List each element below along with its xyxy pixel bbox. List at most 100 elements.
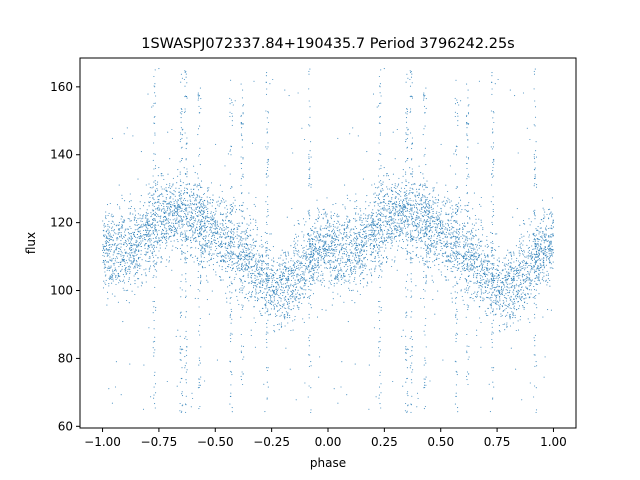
data-point bbox=[103, 280, 105, 282]
data-point bbox=[117, 238, 119, 240]
data-point bbox=[162, 230, 165, 232]
data-point bbox=[119, 248, 121, 250]
data-point bbox=[522, 240, 524, 242]
data-point bbox=[383, 175, 385, 177]
data-point bbox=[238, 235, 240, 237]
data-point bbox=[381, 263, 383, 265]
data-point bbox=[534, 297, 536, 299]
data-point bbox=[513, 271, 515, 273]
data-point bbox=[147, 234, 149, 236]
data-point bbox=[467, 243, 469, 245]
data-point bbox=[311, 256, 313, 258]
data-point bbox=[473, 253, 475, 255]
data-point bbox=[491, 267, 493, 269]
data-point bbox=[380, 224, 382, 226]
data-point bbox=[429, 207, 431, 209]
data-point bbox=[139, 256, 141, 258]
data-point bbox=[386, 186, 388, 188]
data-point bbox=[194, 200, 196, 202]
data-point bbox=[338, 252, 341, 254]
data-point bbox=[128, 233, 130, 235]
data-point bbox=[224, 246, 226, 248]
data-point bbox=[378, 256, 380, 258]
data-point bbox=[471, 229, 473, 231]
data-point bbox=[303, 273, 305, 275]
data-point bbox=[369, 237, 371, 239]
data-point bbox=[131, 252, 133, 254]
data-point bbox=[379, 224, 382, 226]
data-point bbox=[353, 280, 355, 283]
data-point bbox=[452, 227, 454, 229]
data-point bbox=[148, 246, 150, 248]
data-point bbox=[285, 311, 287, 313]
data-point bbox=[374, 270, 376, 272]
data-point bbox=[372, 218, 375, 220]
data-point bbox=[425, 212, 427, 214]
data-point bbox=[156, 270, 158, 272]
data-point bbox=[233, 278, 235, 280]
data-point bbox=[252, 239, 254, 241]
data-point bbox=[328, 229, 330, 231]
data-point bbox=[330, 215, 332, 217]
data-point bbox=[295, 236, 298, 238]
data-point bbox=[422, 223, 424, 225]
data-point bbox=[448, 220, 450, 222]
data-point bbox=[358, 258, 360, 260]
data-point bbox=[164, 212, 166, 214]
data-point bbox=[527, 262, 529, 265]
data-point bbox=[316, 279, 318, 281]
data-point bbox=[388, 235, 390, 237]
data-point bbox=[312, 279, 314, 281]
data-point bbox=[426, 256, 428, 258]
data-point bbox=[518, 305, 521, 307]
data-point bbox=[296, 260, 298, 262]
data-point bbox=[523, 306, 525, 309]
data-point bbox=[346, 226, 348, 228]
data-point bbox=[140, 220, 142, 222]
data-point bbox=[369, 238, 371, 240]
data-point bbox=[310, 261, 312, 263]
data-point bbox=[246, 265, 249, 267]
data-point bbox=[245, 293, 247, 295]
data-point bbox=[211, 235, 213, 237]
data-point bbox=[165, 223, 167, 225]
data-point bbox=[157, 241, 159, 244]
data-point bbox=[216, 254, 218, 256]
data-point bbox=[539, 222, 541, 224]
data-point bbox=[331, 279, 333, 281]
data-point bbox=[227, 255, 229, 257]
data-point bbox=[269, 313, 272, 315]
data-point bbox=[292, 292, 294, 294]
data-point bbox=[211, 254, 213, 256]
data-point bbox=[447, 214, 449, 216]
data-point bbox=[432, 208, 434, 210]
data-point bbox=[527, 273, 529, 275]
data-point bbox=[280, 271, 282, 273]
data-point bbox=[383, 201, 385, 203]
data-point bbox=[139, 201, 141, 203]
data-point bbox=[301, 287, 303, 289]
data-point bbox=[286, 317, 288, 319]
data-point bbox=[136, 246, 138, 248]
data-point bbox=[505, 305, 507, 307]
data-point bbox=[390, 215, 392, 217]
data-point bbox=[521, 267, 523, 269]
data-point bbox=[126, 255, 128, 257]
data-point bbox=[370, 223, 372, 225]
data-point bbox=[365, 214, 367, 216]
data-point bbox=[161, 258, 163, 260]
data-point bbox=[152, 197, 154, 199]
data-point bbox=[157, 214, 159, 216]
data-point bbox=[305, 280, 307, 282]
data-point bbox=[248, 291, 250, 293]
data-point bbox=[351, 245, 353, 248]
data-point bbox=[103, 235, 105, 237]
data-point bbox=[390, 238, 392, 240]
data-point bbox=[394, 158, 396, 160]
data-point bbox=[269, 298, 272, 300]
data-point bbox=[451, 254, 453, 256]
data-point bbox=[176, 217, 178, 219]
data-point bbox=[342, 277, 344, 279]
data-point bbox=[478, 281, 480, 283]
data-point bbox=[148, 244, 150, 247]
